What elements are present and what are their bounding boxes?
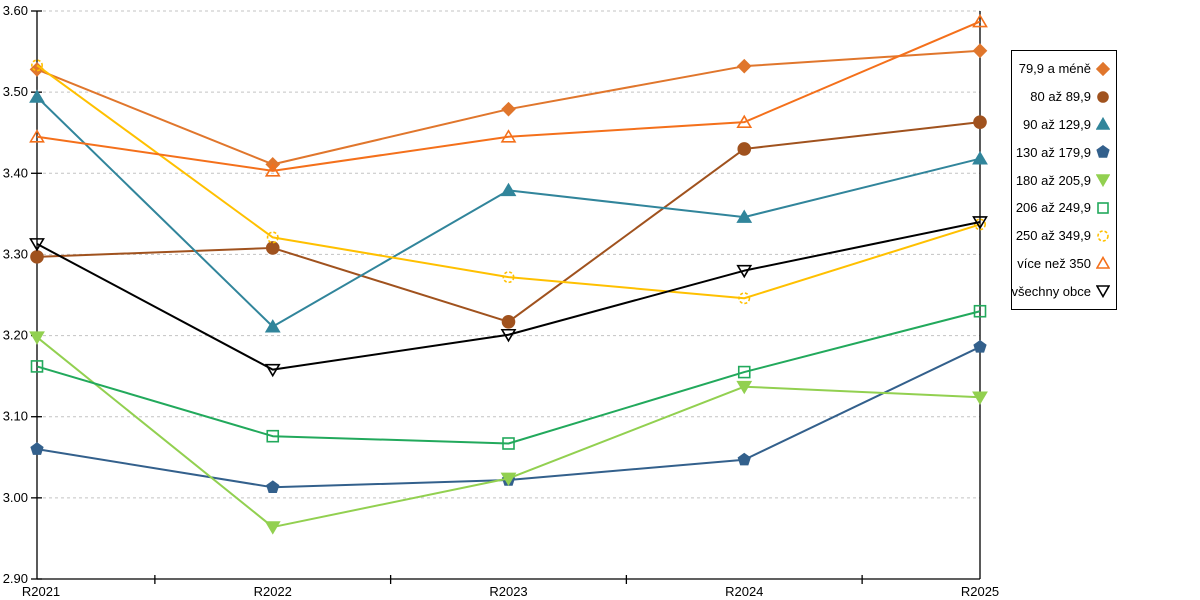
legend-item-label: 90 až 129,9 [1023,116,1091,132]
y-axis-label: 3.00 [3,490,28,505]
y-axis-label: 3.50 [3,84,28,99]
y-axis-label: 2.90 [3,571,28,586]
triangle-down-marker [29,331,45,345]
triangle-up-marker [264,163,281,177]
legend-item-label: 250 až 349,9 [1015,228,1091,244]
y-axis-label: 3.60 [3,3,28,18]
series-line [36,346,981,489]
y-axis-label: 3.30 [3,246,28,261]
triangle-up-icon [1096,256,1110,270]
legend-item-4: 130 až 179,9 [1012,138,1116,166]
legend-item-7: 250 až 349,9 [1012,222,1116,250]
diamond-icon [1096,61,1110,76]
triangle-down-marker [972,216,988,230]
legend-item-5: 180 až 205,9 [1012,166,1116,194]
circle-dashed-marker [973,218,986,231]
circle-marker [737,142,752,156]
x-axis-label: R2024 [725,584,763,599]
diamond-marker [736,58,752,74]
circle-icon [1097,90,1109,103]
square-marker [502,437,515,450]
pentagon-marker [737,452,751,466]
circle-marker [265,241,280,255]
triangle-down-marker [500,328,517,343]
y-axis-label: 3.10 [3,409,28,424]
triangle-down-icon [1096,285,1110,299]
triangle-down-marker [500,472,517,486]
triangle-up-icon [1096,117,1110,131]
square-icon [1097,201,1109,214]
triangle-up-marker [736,114,753,128]
circle-marker [501,314,516,329]
triangle-down-marker [29,238,45,252]
pentagon-marker [973,339,987,353]
legend-item-1: 79,9 a méně [1012,55,1116,83]
triangle-down-marker [264,363,281,378]
legend-item-label: 130 až 179,9 [1015,144,1091,160]
legend-item-label: 180 až 205,9 [1015,172,1091,188]
y-axis-label: 3.20 [3,328,28,343]
legend-item-6: 206 až 249,9 [1012,194,1116,222]
y-axis-label: 3.40 [3,165,28,180]
series-line [36,310,981,445]
series-line [36,121,981,323]
legend-item-2: 80 až 89,9 [1012,83,1116,111]
x-axis-label: R2022 [254,584,292,599]
pentagon-icon [1096,145,1110,158]
circle-dashed-marker [738,292,751,305]
triangle-up-marker [500,129,517,143]
circle-dashed-marker [30,59,43,72]
x-axis-label: R2023 [489,584,527,599]
triangle-up-marker [736,209,753,223]
circle-dashed-icon [1097,229,1109,242]
triangle-up-marker [972,13,988,28]
diamond-marker [972,43,988,59]
triangle-down-marker [736,380,753,395]
pentagon-marker [266,480,280,494]
legend: 79,9 a méně 80 až 89,9 90 až 129,9 130 až 1… [1011,50,1117,310]
x-axis-label: R2025 [961,584,999,599]
square-marker [266,429,280,443]
x-axis-label: R2021 [22,584,60,599]
legend-item-label: 206 až 249,9 [1015,200,1091,216]
diamond-marker [501,101,516,117]
series-line [36,220,981,371]
legend-item-3: 90 až 129,9 [1012,111,1116,139]
square-marker [737,365,751,379]
square-marker [973,304,987,318]
legend-item-label: 79,9 a méně [1018,61,1091,77]
series-line [36,64,981,300]
pentagon-marker [30,442,44,455]
legend-item-label: více než 350 [1017,255,1091,271]
circle-marker [30,250,44,264]
triangle-up-marker [264,319,281,333]
triangle-down-marker [264,521,281,535]
triangle-up-marker [29,89,45,103]
circle-dashed-marker [502,271,515,284]
triangle-up-marker [29,129,45,143]
circle-marker [973,115,987,129]
triangle-down-marker [736,264,753,279]
legend-item-8: více než 350 [1012,249,1116,277]
triangle-up-marker [972,151,988,165]
legend-item-9: všechny obce [1012,277,1116,305]
legend-item-label: všechny obce [1011,283,1092,299]
series-line [36,20,981,172]
legend-item-label: 80 až 89,9 [1030,89,1091,105]
square-marker [30,360,44,373]
triangle-up-marker [500,182,517,197]
triangle-down-icon [1096,174,1110,188]
circle-dashed-marker [266,231,279,244]
series-line [36,336,981,529]
triangle-down-marker [972,391,988,405]
